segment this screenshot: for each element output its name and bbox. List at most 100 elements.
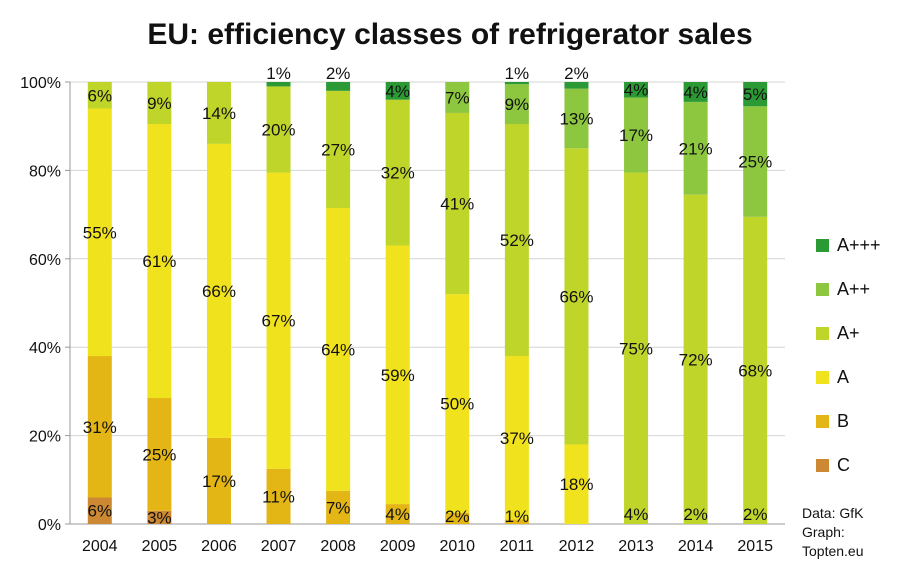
data-label-a-2008: 64% bbox=[321, 340, 355, 359]
data-label-small-2015: 2% bbox=[743, 505, 768, 524]
bar-app-2010 bbox=[445, 82, 470, 113]
legend-swatch-a-plus-plus bbox=[816, 282, 829, 296]
bar-app-2013 bbox=[624, 97, 649, 173]
bar-app-2015 bbox=[743, 106, 768, 217]
bar-a-2012 bbox=[564, 444, 589, 524]
data-label-app-2010: 7% bbox=[445, 88, 470, 107]
bar-a-2011 bbox=[504, 356, 529, 520]
bar-ap-2008 bbox=[326, 90, 351, 208]
data-label-a-2007: 67% bbox=[262, 312, 296, 331]
data-label-b-2006: 17% bbox=[202, 472, 236, 491]
x-tick-label: 2011 bbox=[500, 538, 535, 555]
legend-label-a-plus-plus: A++ bbox=[837, 278, 871, 299]
data-label-a-2011: 37% bbox=[500, 429, 534, 448]
data-label-ap-2011: 52% bbox=[500, 231, 534, 250]
data-label-app-2011: 9% bbox=[505, 95, 530, 114]
x-tick-label: 2014 bbox=[678, 538, 714, 555]
bar-ap-2011 bbox=[504, 123, 529, 357]
bar-ap-2015 bbox=[743, 216, 768, 524]
bar-a-2006 bbox=[206, 143, 231, 438]
bar-appp-2008 bbox=[326, 82, 351, 91]
data-label-ap-2008: 27% bbox=[321, 140, 355, 159]
data-label-b-2007: 11% bbox=[262, 487, 295, 506]
data-label-b-2005: 25% bbox=[142, 445, 176, 464]
bar-ap-2004 bbox=[87, 82, 112, 109]
y-tick-label: 20% bbox=[29, 429, 61, 446]
data-label-ap-2007: 20% bbox=[262, 121, 296, 140]
legend-item-b: B bbox=[816, 399, 881, 443]
bar-a-2007 bbox=[266, 172, 291, 469]
data-label-c-2004: 6% bbox=[88, 502, 113, 521]
data-label-a-2010: 50% bbox=[440, 395, 474, 414]
data-label-appp-2014: 4% bbox=[683, 83, 708, 102]
bar-b-2005 bbox=[147, 398, 172, 511]
data-label-ap-2004: 6% bbox=[88, 86, 113, 105]
legend-swatch-b bbox=[816, 414, 829, 428]
x-tick-label: 2010 bbox=[439, 538, 475, 555]
data-label-app-2012: 13% bbox=[559, 109, 593, 128]
bar-b-2004 bbox=[87, 356, 112, 498]
x-tick-label: 2008 bbox=[320, 538, 356, 555]
legend: A+++ A++ A+ A B C bbox=[816, 223, 881, 487]
legend-swatch-a-plus-plus-plus bbox=[816, 238, 829, 252]
data-label-appp-2012: 2% bbox=[564, 64, 589, 83]
bar-b-2011 bbox=[504, 519, 529, 524]
bar-c-2005 bbox=[147, 510, 172, 524]
x-tick-label: 2009 bbox=[380, 538, 416, 555]
data-label-b-2009: 4% bbox=[385, 505, 410, 524]
x-tick-label: 2005 bbox=[142, 538, 178, 555]
bar-a-2008 bbox=[326, 207, 351, 491]
data-label-ap-2015: 68% bbox=[738, 361, 772, 380]
data-label-appp-2015: 5% bbox=[743, 85, 768, 104]
bar-app-2011 bbox=[504, 84, 529, 124]
legend-item-a-plus-plus-plus: A+++ bbox=[816, 223, 881, 267]
bar-appp-2009 bbox=[385, 82, 410, 100]
data-label-app-2015: 25% bbox=[738, 153, 772, 172]
bar-b-2008 bbox=[326, 490, 351, 524]
data-label-appp-2008: 2% bbox=[326, 64, 351, 83]
legend-label-c: C bbox=[837, 454, 850, 475]
bar-appp-2011 bbox=[504, 82, 529, 85]
source-data: Data: GfK bbox=[802, 505, 864, 521]
bar-app-2014 bbox=[683, 101, 708, 195]
x-tick-label: 2012 bbox=[559, 538, 595, 555]
data-label-app-2014: 21% bbox=[679, 139, 713, 158]
data-label-a-2004: 55% bbox=[83, 223, 117, 242]
data-label-appp-2009: 4% bbox=[385, 82, 410, 101]
data-label-b-2004: 31% bbox=[83, 418, 117, 437]
bar-ap-2010 bbox=[445, 112, 470, 295]
x-tick-label: 2015 bbox=[737, 538, 773, 555]
bar-appp-2012 bbox=[564, 82, 589, 89]
data-label-b-2008: 7% bbox=[326, 498, 351, 517]
y-tick-label: 80% bbox=[29, 163, 61, 180]
bar-ap-2005 bbox=[147, 82, 172, 124]
bar-appp-2013 bbox=[624, 82, 649, 98]
bar-app-2012 bbox=[564, 88, 589, 149]
legend-swatch-a-plus bbox=[816, 326, 829, 340]
data-label-b-2010: 2% bbox=[445, 507, 470, 526]
data-label-c-2005: 3% bbox=[147, 508, 172, 527]
bar-b-2006 bbox=[206, 437, 231, 524]
legend-label-a: A bbox=[837, 366, 850, 387]
bar-ap-2006 bbox=[206, 82, 231, 144]
bar-ap-2007 bbox=[266, 86, 291, 173]
legend-label-a-plus: A+ bbox=[837, 322, 860, 343]
data-label-appp-2013: 4% bbox=[624, 81, 649, 100]
x-tick-label: 2004 bbox=[82, 538, 118, 555]
bar-ap-2014 bbox=[683, 194, 708, 524]
y-tick-label: 40% bbox=[29, 340, 61, 357]
bar-appp-2007 bbox=[266, 82, 291, 87]
data-label-appp-2007: 1% bbox=[266, 64, 291, 83]
bar-appp-2015 bbox=[743, 82, 768, 107]
data-label-ap-2010: 41% bbox=[440, 195, 474, 214]
legend-swatch-a bbox=[816, 370, 829, 384]
data-label-b-2011: 1% bbox=[505, 507, 530, 526]
data-label-appp-2011: 1% bbox=[505, 64, 530, 83]
bar-a-2005 bbox=[147, 123, 172, 399]
y-tick-label: 100% bbox=[20, 75, 61, 92]
bar-b-2009 bbox=[385, 504, 410, 524]
y-tick-label: 0% bbox=[38, 517, 61, 534]
legend-label-a-plus-plus-plus: A+++ bbox=[837, 234, 881, 255]
